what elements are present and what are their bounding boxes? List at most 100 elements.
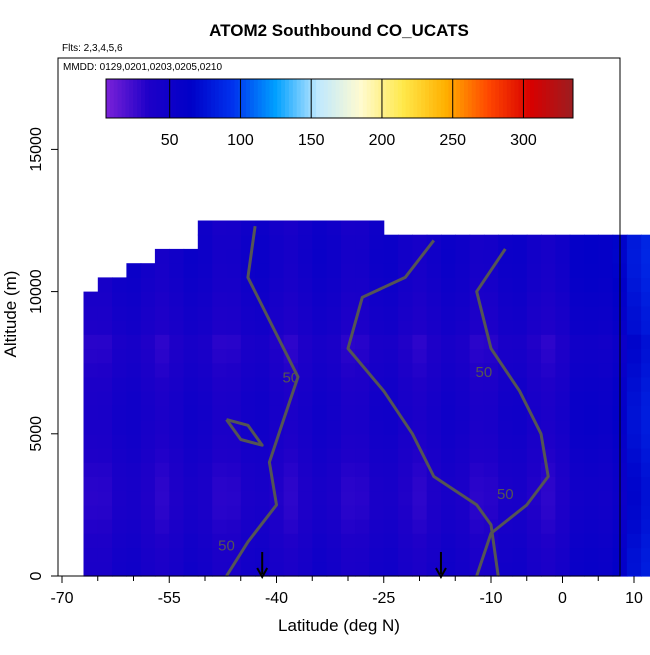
- field-cell: [427, 519, 442, 534]
- field-cell: [212, 505, 227, 520]
- field-cell: [284, 505, 299, 520]
- field-cell: [641, 334, 650, 349]
- field-cell: [198, 491, 213, 506]
- colorbar-swatch: [472, 79, 476, 118]
- field-cell: [255, 391, 270, 406]
- field-cell: [455, 277, 470, 292]
- field-cell: [84, 292, 99, 307]
- field-cell: [369, 462, 384, 477]
- field-cell: [312, 505, 327, 520]
- contour-label: 50: [218, 537, 235, 554]
- colorbar-swatch: [398, 79, 402, 118]
- field-cell: [541, 249, 556, 264]
- field-cell: [126, 349, 141, 364]
- field-cell: [312, 363, 327, 378]
- field-cell: [641, 405, 650, 420]
- field-cell: [598, 363, 613, 378]
- field-cell: [513, 519, 528, 534]
- field-cell: [98, 292, 113, 307]
- colorbar-swatch: [250, 79, 254, 118]
- field-cell: [169, 548, 184, 563]
- colorbar-swatch: [386, 79, 390, 118]
- field-cell: [570, 277, 585, 292]
- field-cell: [641, 292, 650, 307]
- field-cell: [541, 263, 556, 278]
- field-cell: [341, 434, 356, 449]
- field-cell: [384, 533, 399, 548]
- field-cell: [327, 292, 342, 307]
- colorbar-swatch: [196, 79, 200, 118]
- field-cell: [555, 235, 570, 250]
- field-cell: [112, 292, 127, 307]
- field-cell: [184, 491, 199, 506]
- field-cell: [98, 349, 113, 364]
- field-cell: [384, 491, 399, 506]
- field-cell: [241, 477, 256, 492]
- y-tick-label: 0: [28, 571, 45, 580]
- colorbar-swatch: [503, 79, 507, 118]
- field-cell: [327, 562, 342, 577]
- field-cell: [541, 349, 556, 364]
- field-cell: [341, 491, 356, 506]
- field-cell: [327, 462, 342, 477]
- colorbar-swatch: [515, 79, 519, 118]
- colorbar-swatch: [262, 79, 266, 118]
- field-cell: [398, 334, 413, 349]
- field-cell: [341, 548, 356, 563]
- field-cell: [327, 306, 342, 321]
- field-cell: [641, 349, 650, 364]
- field-cell: [112, 548, 127, 563]
- field-cell: [184, 263, 199, 278]
- field-cell: [641, 249, 650, 264]
- field-cell: [441, 320, 456, 335]
- colorbar-swatch: [223, 79, 227, 118]
- field-cell: [141, 533, 156, 548]
- field-cell: [327, 491, 342, 506]
- field-cell: [498, 306, 513, 321]
- field-cell: [527, 562, 542, 577]
- field-cell: [355, 562, 370, 577]
- colorbar-swatch: [519, 79, 523, 118]
- field-cell: [155, 277, 170, 292]
- field-cell: [141, 405, 156, 420]
- field-cell: [212, 235, 227, 250]
- field-cell: [355, 405, 370, 420]
- field-cell: [598, 519, 613, 534]
- field-cell: [227, 363, 242, 378]
- field-cell: [641, 391, 650, 406]
- field-cell: [398, 377, 413, 392]
- y-tick-label: 5000: [28, 416, 45, 452]
- field-cell: [627, 434, 642, 449]
- field-cell: [584, 491, 599, 506]
- field-cell: [627, 533, 642, 548]
- field-cell: [412, 462, 427, 477]
- field-cell: [398, 434, 413, 449]
- field-cell: [255, 277, 270, 292]
- colorbar-swatch: [234, 79, 238, 118]
- field-cell: [470, 349, 485, 364]
- field-cell: [184, 519, 199, 534]
- field-cell: [455, 562, 470, 577]
- field-cell: [398, 349, 413, 364]
- field-cell: [398, 462, 413, 477]
- field-cell: [541, 363, 556, 378]
- field-cell: [241, 292, 256, 307]
- x-axis: -70-55-40-25-1001020304050607080: [50, 576, 650, 607]
- field-cell: [384, 235, 399, 250]
- colorbar-swatch: [530, 79, 534, 118]
- colorbar-swatch: [133, 79, 137, 118]
- colorbar-swatch: [456, 79, 460, 118]
- colorbar-swatch: [215, 79, 219, 118]
- field-cell: [84, 491, 99, 506]
- field-cell: [441, 235, 456, 250]
- colorbar-swatch: [149, 79, 153, 118]
- colorbar-swatch: [308, 79, 312, 118]
- field-cell: [227, 405, 242, 420]
- field-cell: [255, 448, 270, 463]
- field-cell: [627, 334, 642, 349]
- colorbar-swatch: [285, 79, 289, 118]
- field-cell: [598, 448, 613, 463]
- field-cell: [527, 533, 542, 548]
- field-cell: [341, 377, 356, 392]
- field-cell: [584, 334, 599, 349]
